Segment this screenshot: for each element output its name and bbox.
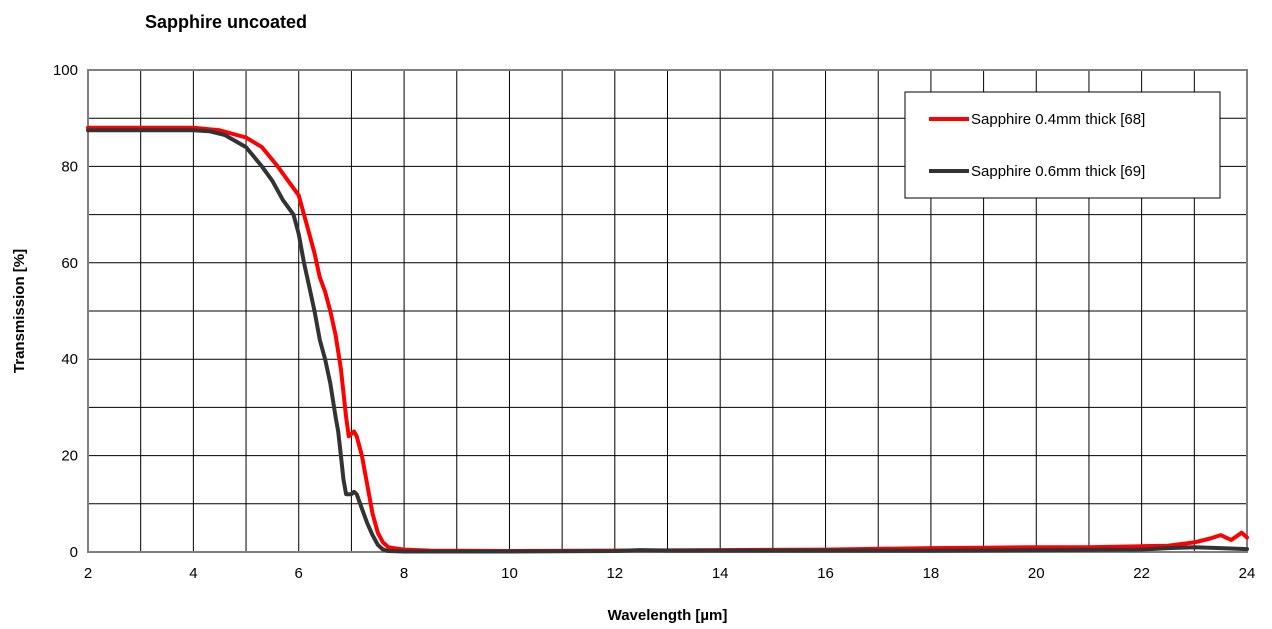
x-tick-label: 12: [606, 565, 623, 582]
y-axis-title: Transmission [%]: [11, 249, 28, 373]
x-tick-label: 10: [501, 565, 518, 582]
series-line: [86, 125, 1249, 553]
y-tick-label: 60: [61, 255, 78, 272]
x-tick-label: 18: [923, 565, 940, 582]
x-tick-label: 24: [1239, 565, 1256, 582]
chart-title: Sapphire uncoated: [145, 12, 307, 32]
x-tick-label: 4: [189, 565, 197, 582]
x-tick-label: 20: [1028, 565, 1045, 582]
legend-box: [904, 91, 1221, 199]
x-tick-label: 8: [400, 565, 408, 582]
series-layer: [86, 125, 1249, 554]
y-tick-label: 100: [53, 62, 78, 79]
y-tick-label: 80: [61, 158, 78, 175]
x-tick-label: 2: [84, 565, 92, 582]
legend-label: Sapphire 0.6mm thick [69]: [971, 163, 1145, 180]
x-tick-label: 14: [712, 565, 729, 582]
legend: Sapphire 0.4mm thick [68] Sapphire 0.6mm …: [904, 91, 1221, 199]
y-tick-label: 20: [61, 448, 78, 465]
series-line: [86, 128, 1249, 554]
x-axis-title: Wavelength [µm]: [608, 607, 728, 624]
legend-label: Sapphire 0.4mm thick [68]: [971, 111, 1145, 128]
y-tick-label: 40: [61, 351, 78, 368]
x-tick-label: 22: [1133, 565, 1150, 582]
x-tick-label: 6: [295, 565, 303, 582]
y-tick-label: 0: [70, 544, 78, 561]
x-tick-label: 16: [817, 565, 834, 582]
